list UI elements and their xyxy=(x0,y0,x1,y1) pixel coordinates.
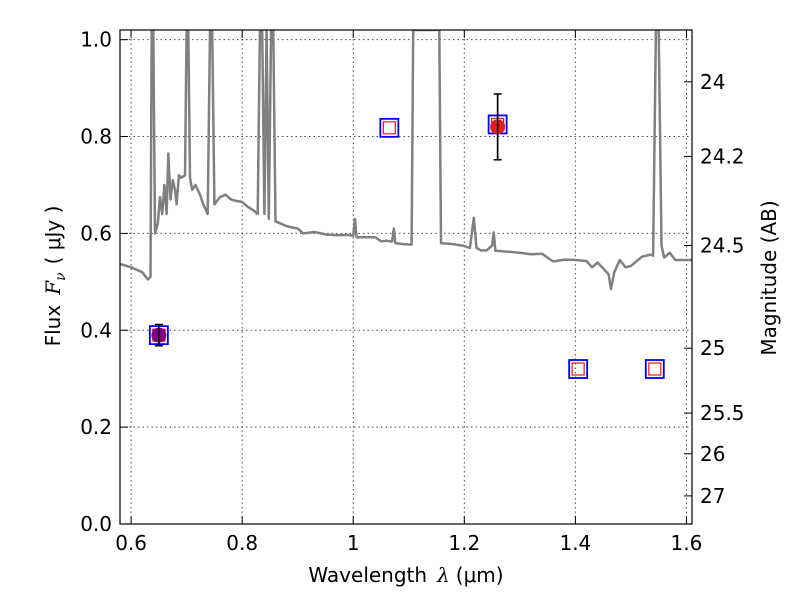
plot-frame xyxy=(119,29,693,525)
model-square-outer xyxy=(379,117,400,138)
observed-photometry xyxy=(151,93,506,347)
x-tick-label: 0.8 xyxy=(226,531,258,555)
magnitude-tick-label: 24 xyxy=(700,70,725,94)
y-tick-label: 0.8 xyxy=(80,125,112,149)
y-tick-labels: 0.0 0.2 0.4 0.6 0.8 1.0 xyxy=(80,28,112,536)
y-axis-label-f: F xyxy=(41,280,65,296)
y-tick-label: 0.0 xyxy=(80,512,112,536)
y-tick-label: 0.2 xyxy=(80,415,112,439)
magnitude-tick-label: 25.5 xyxy=(700,401,745,425)
magnitude-tick-label: 24.5 xyxy=(700,234,745,258)
y-axis-label-nu: ν xyxy=(53,272,69,281)
magnitude-tick-labels: 24 24.2 24.5 25 25.5 26 27 xyxy=(700,70,745,508)
axis-ticks xyxy=(120,30,692,525)
model-spectrum xyxy=(120,30,692,291)
spectrum-line xyxy=(120,30,692,291)
model-square-outer xyxy=(644,359,665,379)
x-axis-label-lambda: λ xyxy=(436,563,450,587)
y-tick-label: 0.4 xyxy=(80,318,112,342)
magnitude-tick-label: 26 xyxy=(700,442,725,466)
x-tick-label: 1 xyxy=(347,531,360,555)
model-square-inner xyxy=(382,121,396,135)
x-tick-labels: 0.6 0.8 1 1.2 1.4 1.6 xyxy=(115,531,702,555)
magnitude-tick-label: 25 xyxy=(700,336,725,360)
y-axis-label-unit: ( μJy ) xyxy=(41,206,65,265)
y-tick-label: 1.0 xyxy=(80,28,112,52)
y-axis-label-text: Flux xyxy=(41,305,65,347)
model-square-inner xyxy=(648,362,662,376)
x-tick-label: 1.6 xyxy=(671,531,703,555)
magnitude-tick-label: 24.2 xyxy=(700,144,745,168)
model-square-outer xyxy=(568,359,589,379)
x-tick-label: 1.2 xyxy=(448,531,480,555)
model-square-inner xyxy=(571,362,585,376)
right-axis-label: Magnitude (AB) xyxy=(757,200,781,355)
x-axis-label-text: Wavelength xyxy=(308,563,427,587)
y-tick-label: 0.6 xyxy=(80,221,112,245)
x-axis-label-unit: (μm) xyxy=(456,563,504,587)
x-axis-label: Wavelength λ (μm) xyxy=(308,563,503,587)
x-tick-label: 0.6 xyxy=(115,531,147,555)
magnitude-tick-label: 27 xyxy=(700,484,725,508)
y-axis-label: Flux Fν ( μJy ) xyxy=(41,206,69,347)
x-tick-label: 1.4 xyxy=(559,531,591,555)
